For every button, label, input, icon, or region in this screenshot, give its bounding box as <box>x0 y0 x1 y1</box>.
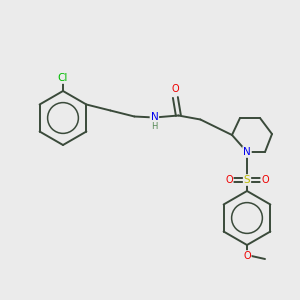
Text: S: S <box>244 175 250 185</box>
Text: H: H <box>151 122 158 131</box>
Text: O: O <box>172 85 179 94</box>
Text: Cl: Cl <box>58 73 68 83</box>
Text: O: O <box>243 251 251 261</box>
Text: N: N <box>151 112 158 122</box>
Text: O: O <box>225 175 233 185</box>
Text: O: O <box>261 175 269 185</box>
Text: N: N <box>243 147 251 157</box>
